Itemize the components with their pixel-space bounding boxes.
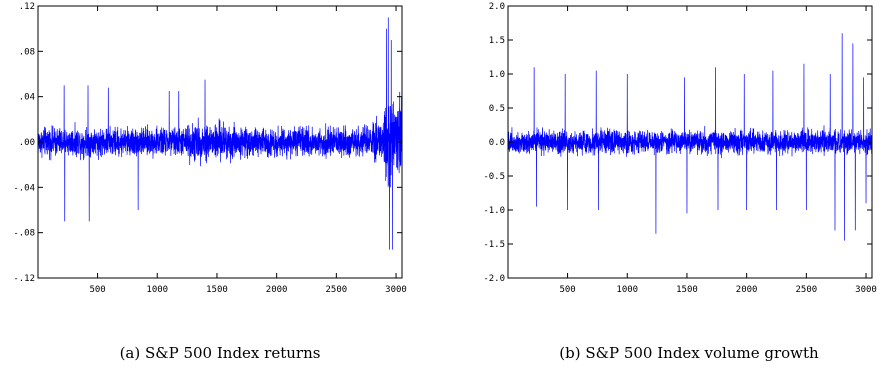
x-tick-label: 2000 [736,285,758,295]
y-tick-label: 0.0 [489,138,505,148]
x-tick-label: 2500 [325,285,347,295]
y-tick-label: 0.5 [489,104,505,114]
returns-caption: (a) S&P 500 Index returns [120,344,321,362]
x-tick-label: 2500 [795,285,817,295]
x-tick-label: 500 [89,285,105,295]
x-tick-label: 1000 [146,285,168,295]
y-tick-label: -1.5 [483,240,505,250]
y-tick-label: .12 [19,2,35,12]
series-line [38,17,402,250]
x-tick-label: 3000 [855,285,877,295]
x-tick-label: 1000 [616,285,638,295]
y-tick-label: -.04 [13,183,35,193]
y-tick-label: -1.0 [483,206,505,216]
x-tick-label: 2000 [266,285,288,295]
volume-growth-caption: (b) S&P 500 Index volume growth [559,344,819,362]
volume-growth-chart: 2.0 1.5 1.0 0.5 0.0 -0.5 -1.0 -1.5 -2.0 500 1000 15… [483,2,877,295]
y-tick-label: 2.0 [489,2,505,12]
y-tick-label: -0.5 [483,172,505,182]
returns-chart: .12 .08 .04 .00 -.04 -.08 -.12 500 1000 1500 2000 2… [13,2,407,295]
y-tick-label: -.12 [13,274,35,284]
x-tick-label: 1500 [676,285,698,295]
y-tick-label: .08 [19,47,35,57]
x-tick-label: 1500 [206,285,228,295]
y-tick-label: .04 [19,93,35,103]
y-tick-label: -2.0 [483,274,505,284]
x-tick-label: 500 [559,285,575,295]
series-line [508,33,872,241]
x-tick-label: 3000 [385,285,407,295]
y-tick-label: 1.0 [489,70,505,80]
y-tick-label: -.08 [13,229,35,239]
y-tick-label: .00 [19,138,35,148]
y-tick-label: 1.5 [489,36,505,46]
